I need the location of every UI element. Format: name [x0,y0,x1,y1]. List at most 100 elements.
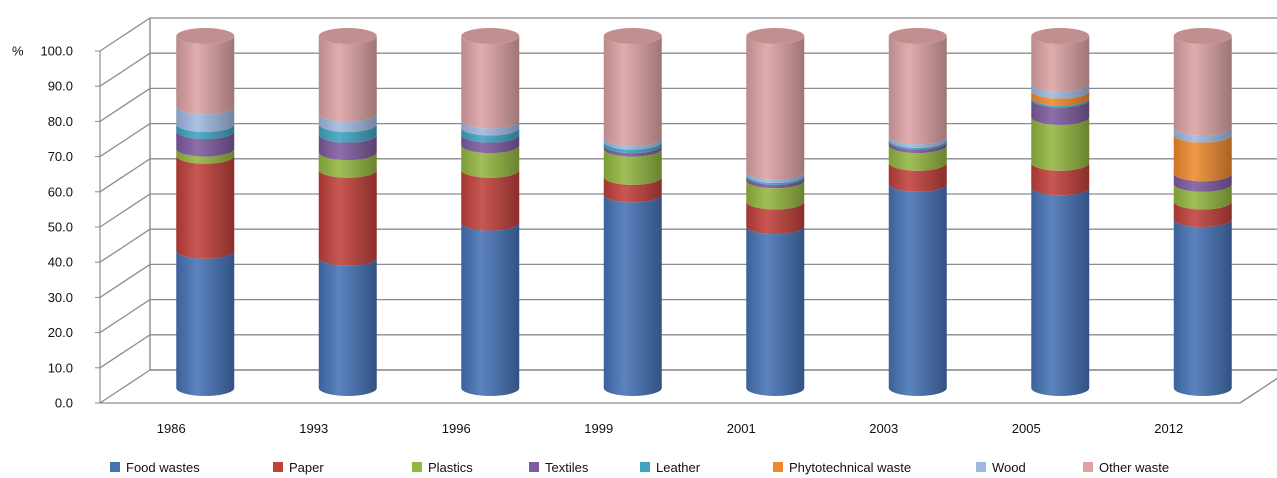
x-tick-label: 2003 [869,421,898,436]
x-tick-label: 1986 [157,421,186,436]
bar-segment-2005-wood [1031,83,1090,99]
bar-top-1986 [176,28,235,44]
y-tick-label: 100.0 [40,44,73,59]
y-tick-label: 60.0 [48,184,73,199]
bar-top-1996 [461,28,520,44]
bar-segment-1986-textiles [176,131,235,157]
bar-segment-2012-other-waste [1173,36,1232,136]
gridline-side [99,334,151,369]
bar-segment-2003-leather [888,139,947,150]
y-tick-label: 20.0 [48,325,73,340]
bar-stack-1986 [176,28,235,396]
bar-segment-1986-wood [176,106,235,132]
legend-label: Textiles [545,459,589,475]
bar-segment-2001-plastics [746,180,805,210]
bar-segment-2001-food-wastes [746,226,805,396]
legend-item-leather: Leather [640,458,700,476]
bar-top-1999 [603,28,662,44]
legend-label: Phytotechnical waste [789,459,912,475]
legend-label: Other waste [1099,459,1170,475]
x-axis: 1986 1993 1996 1999 2001 2003 2005 2012 [100,402,1240,436]
y-axis: 0.0 10.0 20.0 30.0 40.0 50.0 60.0 70.0 80.0 90.0 1… [12,44,101,411]
gridline-side [99,17,151,52]
y-tick-label: 40.0 [48,255,73,270]
y-tick-label: 80.0 [48,114,73,129]
bar-segment-1996-paper [461,169,520,231]
legend-item-wood: Wood [976,458,1026,476]
bar-segment-1993-textiles [318,134,377,161]
bar-segment-2005-paper [1031,162,1090,196]
y-tick-label: 10.0 [48,360,73,375]
bar-stack-2001 [746,28,805,396]
bar-segment-1996-wood [461,120,520,136]
bar-segment-2012-phytotechnical-waste [1173,134,1232,182]
bar-segment-2001-leather [746,175,805,185]
bar-segment-1999-paper [603,176,662,203]
bar-top-2003 [888,28,947,44]
bar-segment-2003-other-waste [888,36,947,145]
x-tick-label: 1999 [584,421,613,436]
legend-swatch [640,462,650,472]
bar-segment-2005-other-waste [1031,36,1090,92]
bar-segment-2001-textiles [746,176,805,189]
y-tick-label: 50.0 [48,220,73,235]
bar-segment-2012-paper [1173,201,1232,228]
legend-label: Food wastes [126,459,200,475]
gridline-side [99,369,151,404]
bar-segment-1993-food-wastes [318,257,377,396]
x-tick-label: 1993 [299,421,328,436]
bar-segment-2001-other-waste [746,36,805,180]
bar-segment-1986-food-wastes [176,250,235,396]
gridline-side [99,193,151,228]
y-axis-label: % [12,44,24,59]
bar-segment-2001-paper [746,201,805,235]
bar-segment-2005-phytotechnical-waste [1031,90,1090,106]
bar-segment-2003-plastics [888,145,947,171]
bar-segment-2001-wood [746,171,805,184]
bar-segment-2005-food-wastes [1031,187,1090,396]
legend-item-phytotechnical-waste: Phytotechnical waste [773,458,911,476]
legend-item-paper: Paper [273,458,324,476]
legend-swatch [976,462,986,472]
bar-segment-2012-textiles [1173,173,1232,192]
legend-swatch [773,462,783,472]
bar-segment-1986-plastics [176,148,235,164]
bar-segment-2003-paper [888,162,947,192]
bar-stack-2003 [888,28,947,396]
legend-swatch [529,462,539,472]
bar-segment-2005-plastics [1031,116,1090,171]
bar-segment-1999-food-wastes [603,194,662,396]
bar-segment-1986-other-waste [176,36,235,115]
bar-segment-1996-food-wastes [461,222,520,396]
bar-segment-2003-wood [888,136,947,148]
bar-segment-1996-textiles [461,134,520,154]
bar-top-2001 [746,28,805,44]
chart: 0.0 10.0 20.0 30.0 40.0 50.0 60.0 70.0 80.0 90.0 1… [12,17,1277,436]
y-tick-label: 0.0 [55,396,73,411]
bar-stack-2012 [1173,28,1232,396]
legend-item-plastics: Plastics [412,458,473,476]
bar-segment-1993-other-waste [318,36,377,122]
bar-segment-1986-leather [176,124,235,140]
x-tick-label: 2012 [1154,421,1183,436]
legend-label: Plastics [428,459,473,475]
legend-label: Leather [656,459,701,475]
gridline-side [99,123,151,158]
bar-segment-1993-plastics [318,152,377,178]
bar-segment-2012-wood [1173,127,1232,143]
y-tick-label: 30.0 [48,290,73,305]
bar-segment-2005-textiles [1031,99,1090,125]
gridline-side [99,87,151,122]
x-tick-label: 2005 [1012,421,1041,436]
bar-segment-1999-leather [603,141,662,154]
chart-legend: Food wastes Paper Plastics Textiles Leather P… [0,458,1277,478]
legend-swatch [1083,462,1093,472]
bar-segment-1996-leather [461,127,520,143]
chart-grid [99,17,1277,404]
bar-segment-1999-textiles [603,145,662,157]
legend-item-food-wastes: Food wastes [110,458,200,476]
gridline-side [99,228,151,263]
legend-item-textiles: Textiles [529,458,588,476]
gridline-side [99,263,151,298]
legend-swatch [110,462,120,472]
